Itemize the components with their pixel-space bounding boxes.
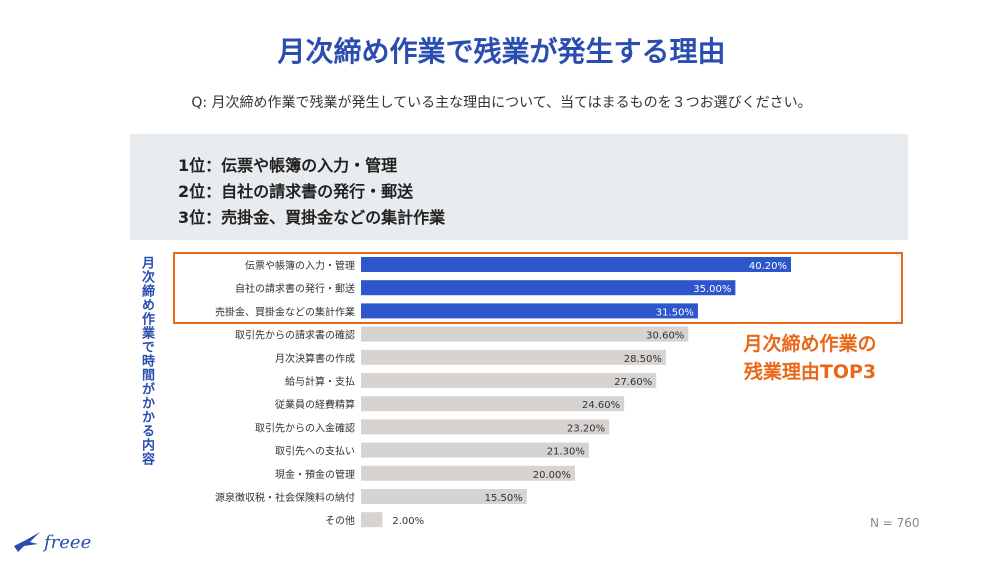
summary-box: 1位：伝票や帳簿の入力・管理 2位：自社の請求書の発行・郵送 3位：売掛金、買掛… xyxy=(130,134,908,240)
summary-rank-2: 2位：自社の請求書の発行・郵送 xyxy=(178,182,414,201)
category-label-7: 従業員の経費精算 xyxy=(275,398,355,411)
freee-logo: freee xyxy=(12,525,91,559)
bar-11 xyxy=(361,489,527,504)
bar-12 xyxy=(361,512,383,528)
value-label-5: 28.50% xyxy=(624,354,662,365)
category-label-6: 給与計算・支払 xyxy=(285,375,355,388)
category-label-10: 現金・預金の管理 xyxy=(275,468,355,481)
category-label-4: 取引先からの請求書の確認 xyxy=(235,329,355,342)
value-label-2: 35.00% xyxy=(693,284,731,295)
callout-line-2: 残業理由TOP3 xyxy=(743,361,877,383)
bar-9 xyxy=(361,442,589,458)
page-title: 月次締め作業で残業が発生する理由 xyxy=(277,35,726,68)
value-label-12: 2.00% xyxy=(392,516,424,527)
category-label-12: その他 xyxy=(325,514,355,527)
bar-10 xyxy=(361,465,575,481)
value-label-4: 30.60% xyxy=(646,331,684,342)
y-axis-label: 月次締め作業で時間がかかる内容 xyxy=(139,256,154,466)
freee-bird-icon xyxy=(14,532,40,552)
bar-7 xyxy=(361,396,625,412)
category-label-1: 伝票や帳簿の入力・管理 xyxy=(245,259,355,272)
bar-5 xyxy=(361,349,666,365)
category-label-9: 取引先への支払い xyxy=(275,445,355,458)
category-label-5: 月次決算書の作成 xyxy=(275,352,355,365)
callout-line-1: 月次締め作業の xyxy=(743,333,877,355)
sample-size-note: N = 760 xyxy=(870,516,920,530)
logo-text: freee xyxy=(44,531,92,553)
bar-6 xyxy=(361,373,657,388)
value-label-8: 23.20% xyxy=(567,423,605,434)
category-label-2: 自社の請求書の発行・郵送 xyxy=(235,282,355,295)
survey-question: Q: 月次締め作業で残業が発生している主な理由について、当てはまるものを３つお選… xyxy=(191,95,812,111)
top3-callout: 月次締め作業の 残業理由TOP3 xyxy=(700,330,920,386)
value-label-1: 40.20% xyxy=(749,261,787,272)
bar-1 xyxy=(361,257,791,272)
category-label-3: 売掛金、買掛金などの集計作業 xyxy=(215,305,355,318)
bar-8 xyxy=(361,419,610,435)
value-label-6: 27.60% xyxy=(614,377,652,388)
summary-rank-3: 3位：売掛金、買掛金などの集計作業 xyxy=(178,208,446,227)
value-label-9: 21.30% xyxy=(547,447,585,458)
bar-2 xyxy=(361,280,736,296)
value-label-10: 20.00% xyxy=(533,470,571,481)
category-label-11: 源泉徴収税・社会保険料の納付 xyxy=(215,491,355,504)
category-label-8: 取引先からの入金確認 xyxy=(255,421,355,434)
bar-4 xyxy=(361,326,689,342)
value-label-7: 24.60% xyxy=(582,400,620,411)
value-label-3: 31.50% xyxy=(656,307,694,318)
bar-3 xyxy=(361,303,698,319)
value-label-11: 15.50% xyxy=(485,493,523,504)
summary-rank-1: 1位：伝票や帳簿の入力・管理 xyxy=(178,156,398,175)
top3-highlight-box xyxy=(173,252,903,324)
